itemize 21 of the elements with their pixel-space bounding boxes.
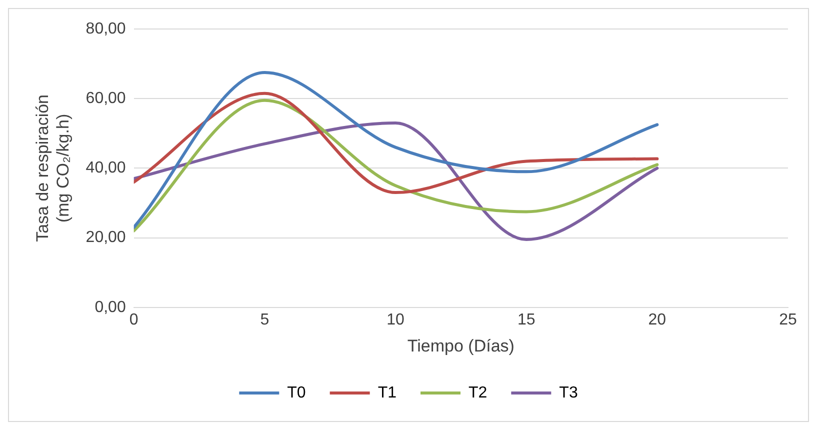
y-tick-label: 60,00 — [86, 90, 126, 108]
line-series — [134, 98, 659, 232]
x-tick-label: 5 — [260, 311, 270, 328]
x-tick-label: 15 — [517, 311, 536, 328]
x-tick-label: 20 — [648, 311, 666, 328]
x-tick-label: 25 — [779, 311, 797, 328]
x-axis-title: Tiempo (Días) — [407, 336, 514, 356]
x-tick-label: 10 — [386, 311, 405, 328]
legend-label: T0 — [287, 384, 306, 402]
legend-label: T1 — [378, 384, 397, 402]
line-series — [134, 71, 659, 229]
line-series — [134, 92, 659, 194]
y-tick-label: 40,00 — [86, 160, 126, 177]
legend-label: T2 — [468, 384, 488, 402]
legend-label: T3 — [559, 384, 578, 402]
y-tick-label: 0,00 — [94, 298, 126, 316]
y-tick-label: 80,00 — [86, 20, 126, 38]
y-tick-label: 20,00 — [86, 229, 126, 246]
y-axis-title: Tasa de respiración (mg CO₂/kg.h) — [32, 94, 72, 242]
line-series — [134, 121, 659, 242]
x-tick-label: 0 — [129, 311, 138, 328]
